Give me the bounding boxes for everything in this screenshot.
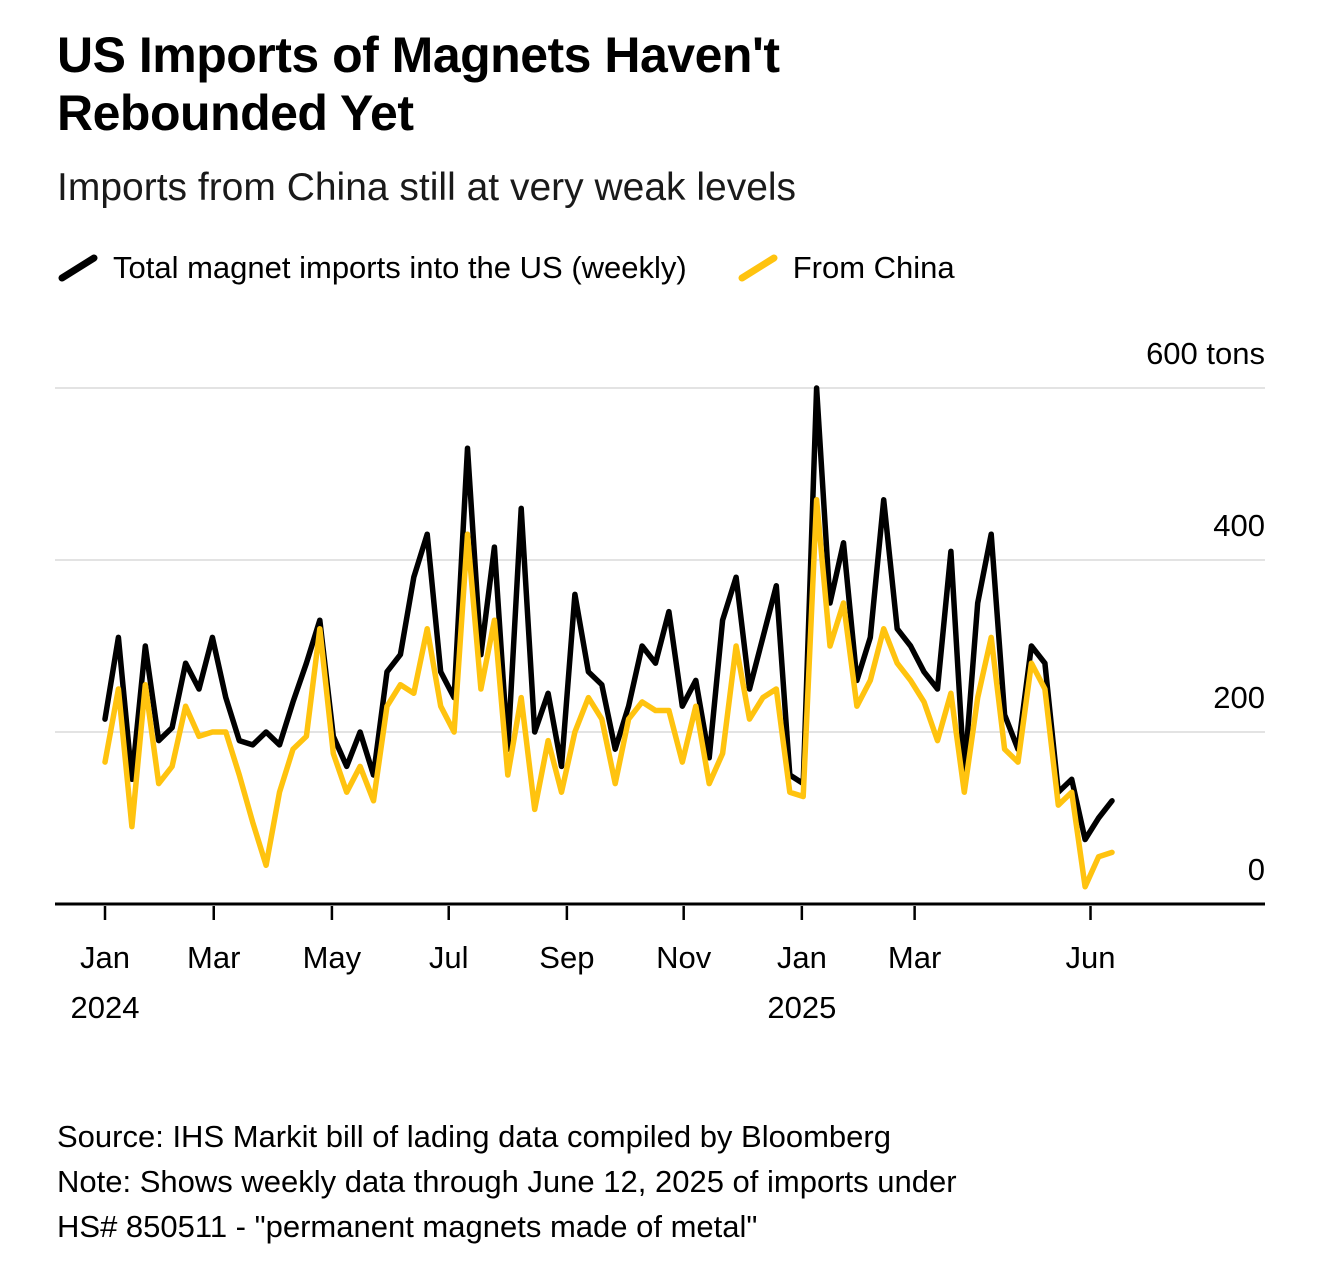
year-label-2025: 2025: [767, 990, 836, 1025]
chart-card: US Imports of Magnets Haven't Rebounded …: [0, 26, 1320, 1261]
china-swatch-stroke: [738, 254, 778, 282]
total-line-swatch-icon: [58, 254, 98, 282]
chart-area: 600 tons 400 200 0 Jan Mar May Jul Sep Nov Jan Mar J…: [0, 328, 1320, 1028]
y-tick-label-200: 200: [1213, 680, 1265, 715]
legend-label-china: From China: [792, 250, 955, 285]
chart-legend: Total magnet imports into the US (weekly…: [57, 250, 1320, 286]
x-tick-label-8: Jun: [1066, 940, 1116, 975]
total-swatch-stroke: [58, 254, 98, 282]
x-tick-label-7: Mar: [888, 940, 941, 975]
note-text-line2: HS# 850511 - "permanent magnets made of …: [57, 1209, 758, 1244]
china-line-swatch-icon: [738, 254, 778, 282]
year-label-2024: 2024: [71, 990, 140, 1025]
x-tick-label-5: Nov: [656, 940, 712, 975]
legend-item-total: Total magnet imports into the US (weekly…: [57, 250, 687, 286]
chart-footer: Source: IHS Markit bill of lading data c…: [57, 1114, 1267, 1249]
legend-item-china: From China: [737, 250, 955, 286]
y-tick-label-0: 0: [1248, 852, 1265, 887]
chart-title: US Imports of Magnets Haven't Rebounded …: [57, 27, 780, 141]
x-tick-label-0: Jan: [80, 940, 130, 975]
legend-label-total: Total magnet imports into the US (weekly…: [113, 250, 687, 285]
x-tick-label-4: Sep: [539, 940, 594, 975]
x-tick-label-3: Jul: [429, 940, 469, 975]
imports-line-chart: 600 tons 400 200 0 Jan Mar May Jul Sep Nov Jan Mar J…: [55, 336, 1265, 1025]
y-tick-label-400: 400: [1213, 508, 1265, 543]
source-text: Source: IHS Markit bill of lading data c…: [57, 1119, 891, 1154]
china-imports-line: [102, 497, 1115, 890]
total-imports-line: [102, 385, 1115, 843]
x-tick-label-1: Mar: [187, 940, 240, 975]
y-tick-label-600: 600 tons: [1146, 336, 1265, 371]
x-tick-label-2: May: [303, 940, 362, 975]
x-tick-label-6: Jan: [777, 940, 827, 975]
note-text-line1: Note: Shows weekly data through June 12,…: [57, 1164, 957, 1199]
chart-subtitle: Imports from China still at very weak le…: [57, 166, 797, 209]
